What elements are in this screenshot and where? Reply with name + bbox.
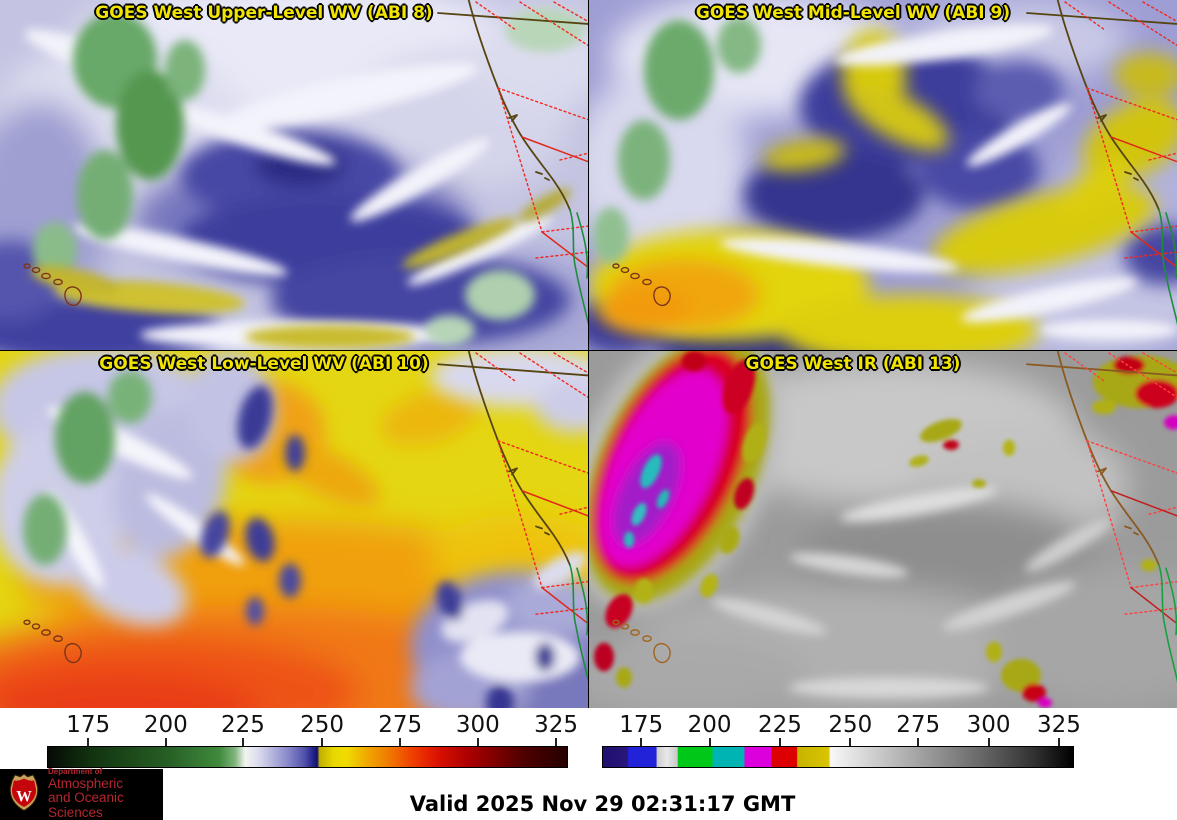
colorbar-tick (640, 738, 643, 746)
logo-name-line2: and Oceanic Sciences (48, 790, 124, 820)
wv-colorbar: 175 200 225 250 275 300 325 (47, 710, 578, 772)
logo-text: Department of Atmospheric and Oceanic Sc… (48, 766, 163, 820)
colorbar-tick-label: 225 (757, 712, 802, 738)
panel-low-level-wv[interactable]: GOES West Low-Level WV (ABI 10) (0, 351, 588, 708)
colorbar-tick-label: 250 (300, 712, 345, 738)
colorbar-tick (987, 738, 990, 746)
aos-logo[interactable]: W Department of Atmospheric and Oceanic … (0, 766, 163, 820)
logo-name-line1: Atmospheric (48, 775, 124, 791)
panel-title-upper-wv: GOES West Upper-Level WV (ABI 8) (95, 3, 433, 23)
colorbar-tick (1057, 738, 1060, 746)
colorbar-tick-label: 200 (143, 712, 188, 738)
hawaii-outline (23, 263, 82, 307)
colorbar-tick-label: 200 (687, 712, 732, 738)
ir-imagery (589, 351, 1177, 708)
colorbar-tick-label: 250 (828, 712, 873, 738)
footer-legend: 175 200 225 250 275 300 325 175 200 225 … (0, 708, 1177, 820)
colorbar-tick-label: 325 (1036, 712, 1081, 738)
map-borders-overlay (23, 0, 588, 326)
panel-title-mid-wv: GOES West Mid-Level WV (ABI 9) (695, 3, 1011, 23)
mid-level-wv-imagery (589, 0, 1177, 350)
colorbar-tick-label: 325 (534, 712, 578, 738)
ir-colorbar-gradient (602, 746, 1074, 768)
panel-mid-level-wv[interactable]: GOES West Mid-Level WV (ABI 9) (589, 0, 1177, 350)
colorbar-tick (164, 738, 167, 746)
hawaii-outline (23, 619, 82, 664)
colorbar-tick-label: 300 (455, 712, 500, 738)
colorbar-tick (476, 738, 479, 746)
uw-crest-icon: W (9, 772, 39, 811)
panel-ir[interactable]: GOES West IR (ABI 13) (589, 351, 1177, 708)
hawaii-outline (612, 263, 671, 307)
valid-timestamp: Valid 2025 Nov 29 02:31:17 GMT (409, 792, 796, 816)
colorbar-tick (917, 738, 920, 746)
map-borders-overlay (612, 351, 1177, 683)
colorbar-tick-label: 175 (66, 712, 111, 738)
colorbar-tick (87, 738, 90, 746)
colorbar-tick-label: 300 (966, 712, 1011, 738)
upper-level-wv-imagery (0, 0, 588, 350)
hawaii-outline (612, 619, 671, 664)
panel-upper-level-wv[interactable]: GOES West Upper-Level WV (ABI 8) (0, 0, 588, 350)
colorbar-tick (241, 738, 244, 746)
logo-dept-line: Department of (48, 766, 103, 776)
colorbar-tick (849, 738, 852, 746)
colorbar-tick-label: 275 (378, 712, 423, 738)
map-borders-overlay (23, 351, 588, 683)
colorbar-tick (708, 738, 711, 746)
crest-letter: W (16, 788, 32, 805)
panel-title-low-wv: GOES West Low-Level WV (ABI 10) (99, 354, 429, 374)
colorbar-tick-label: 275 (896, 712, 941, 738)
map-borders-overlay (612, 0, 1177, 326)
wv-colorbar-gradient (47, 746, 568, 768)
colorbar-tick-label: 175 (619, 712, 664, 738)
colorbar-tick-label: 225 (220, 712, 265, 738)
low-level-wv-imagery (0, 351, 588, 708)
ir-colorbar: 175 200 225 250 275 300 325 (602, 710, 1081, 772)
colorbar-tick (778, 738, 781, 746)
colorbar-tick (321, 738, 324, 746)
colorbar-tick (555, 738, 558, 746)
panel-title-ir: GOES West IR (ABI 13) (745, 354, 961, 374)
colorbar-tick (399, 738, 402, 746)
